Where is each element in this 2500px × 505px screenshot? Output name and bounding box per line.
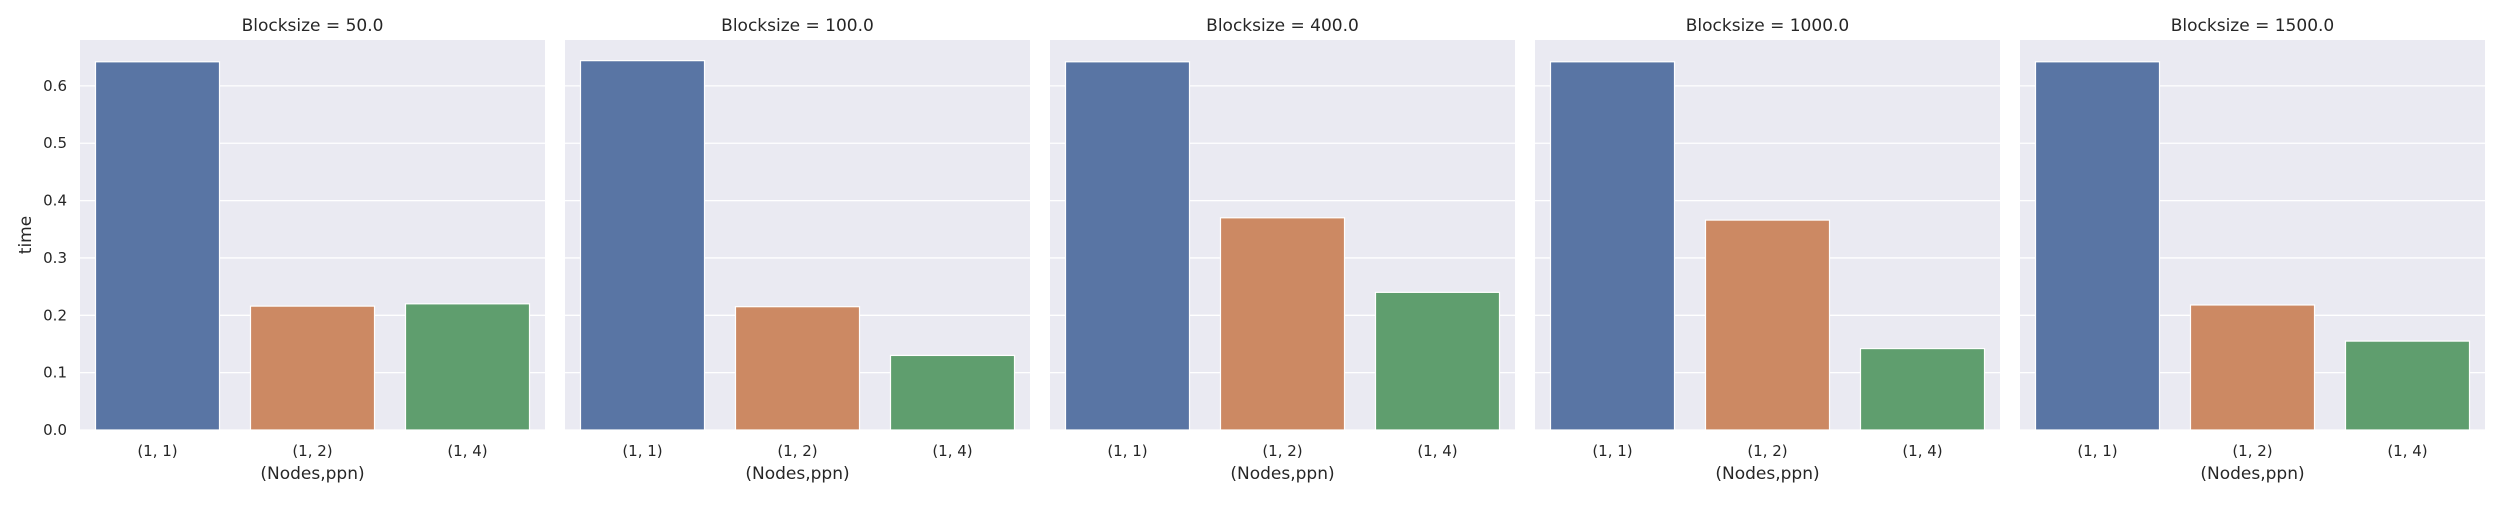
x-tick-label: (1, 1): [137, 442, 177, 460]
x-axis-label: (Nodes,ppn): [260, 464, 364, 484]
x-tick-label: (1, 2): [1262, 442, 1302, 460]
x-tick-label: (1, 4): [2387, 442, 2427, 460]
bar: [94, 61, 221, 431]
x-tick-label: (1, 1): [1107, 442, 1147, 460]
x-tick-label: (1, 4): [932, 442, 972, 460]
facet-title: Blocksize = 100.0: [721, 16, 874, 36]
x-tick-label: (1, 1): [2077, 442, 2117, 460]
x-tick-label: (1, 4): [1417, 442, 1457, 460]
bar: [404, 303, 531, 431]
y-tick-label: 0.3: [43, 249, 67, 267]
facet-title: Blocksize = 50.0: [242, 16, 384, 36]
bar: [2344, 340, 2471, 431]
bar: [1064, 61, 1191, 431]
y-axis-label: time: [16, 216, 36, 254]
x-tick-label: (1, 2): [292, 442, 332, 460]
facet-title: Blocksize = 400.0: [1206, 16, 1359, 36]
y-tick-label: 0.1: [43, 364, 67, 382]
x-tick-label: (1, 1): [622, 442, 662, 460]
y-tick-label: 0.6: [43, 77, 67, 95]
bar: [2189, 304, 2316, 431]
x-axis-label: (Nodes,ppn): [2200, 464, 2304, 484]
bar: [734, 306, 861, 431]
x-axis-label: (Nodes,ppn): [1230, 464, 1334, 484]
y-tick-label: 0.0: [43, 421, 67, 439]
y-tick-label: 0.4: [43, 192, 67, 210]
bar: [2034, 61, 2161, 431]
bar: [1549, 61, 1676, 431]
x-axis-label: (Nodes,ppn): [745, 464, 849, 484]
y-tick-label: 0.5: [43, 134, 67, 152]
facet-title: Blocksize = 1000.0: [1686, 16, 1849, 36]
facet-title: Blocksize = 1500.0: [2171, 16, 2334, 36]
bar: [249, 305, 376, 431]
y-tick-label: 0.2: [43, 306, 67, 324]
x-tick-label: (1, 4): [1902, 442, 1942, 460]
x-tick-label: (1, 2): [777, 442, 817, 460]
bar: [889, 354, 1016, 431]
x-tick-label: (1, 4): [447, 442, 487, 460]
bar: [1704, 219, 1831, 431]
bar: [1374, 291, 1501, 431]
bar: [1859, 347, 1986, 431]
x-tick-label: (1, 1): [1592, 442, 1632, 460]
x-tick-label: (1, 2): [2232, 442, 2272, 460]
bar: [579, 60, 706, 431]
x-tick-label: (1, 2): [1747, 442, 1787, 460]
x-axis-label: (Nodes,ppn): [1715, 464, 1819, 484]
bar: [1219, 217, 1346, 431]
